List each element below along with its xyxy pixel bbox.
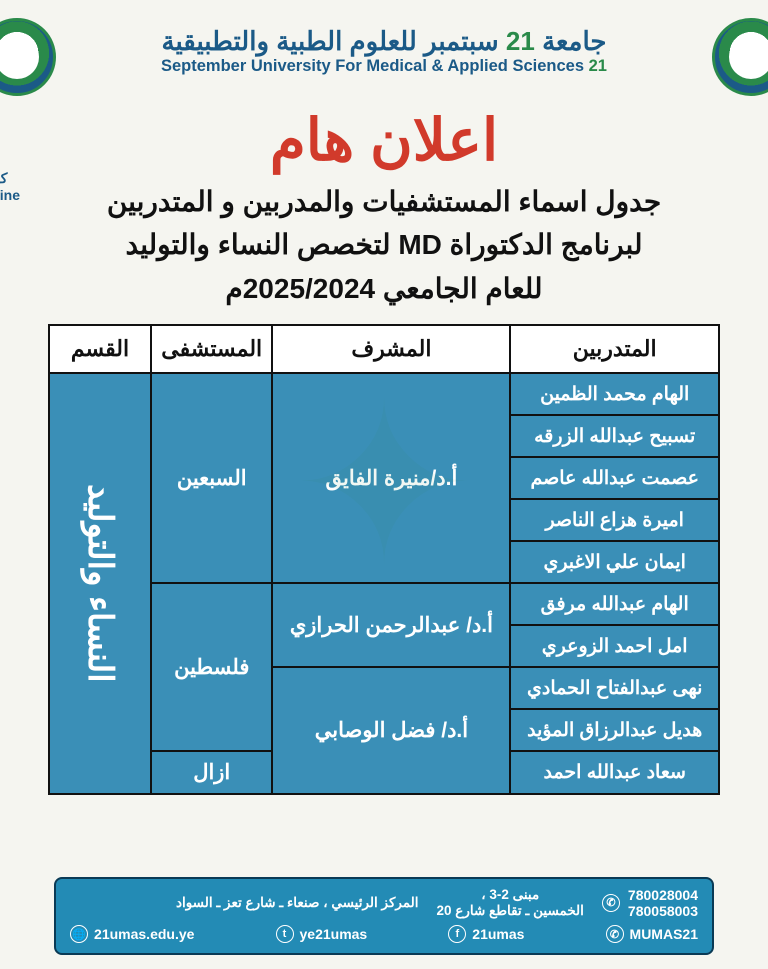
header: جامعة 21 سبتمبر للعلوم الطبية والتطبيقية… bbox=[18, 18, 750, 96]
phone-icon: ✆ bbox=[602, 894, 620, 912]
phone-2: 780058003 bbox=[628, 903, 698, 919]
university-logo-icon bbox=[712, 18, 768, 96]
footer-building: مبنى 2-3 ، الخمسين ـ تقاطع شارع 20 bbox=[437, 887, 584, 919]
footer-address: المركز الرئيسي ، صنعاء ـ شارع تعز ـ السو… bbox=[70, 895, 419, 911]
uni-en-accent: 21 bbox=[584, 57, 607, 75]
col-trainees: المتدربين bbox=[510, 325, 719, 373]
trainee-cell: امل احمد الزوعري bbox=[510, 625, 719, 667]
twitter: ye21umas bbox=[300, 926, 368, 942]
trainee-cell: اميرة هزاع الناصر bbox=[510, 499, 719, 541]
department-cell: النساء والتوليد bbox=[49, 373, 151, 794]
university-logo-icon bbox=[0, 18, 56, 96]
trainee-cell: الهام محمد الظمين bbox=[510, 373, 719, 415]
trainee-cell: ايمان علي الاغبري bbox=[510, 541, 719, 583]
trainee-cell: تسبيح عبدالله الزرقه bbox=[510, 415, 719, 457]
facebook-icon: f bbox=[448, 925, 466, 943]
footer: المركز الرئيسي ، صنعاء ـ شارع تعز ـ السو… bbox=[54, 877, 714, 955]
footer-phones: ✆ 780028004 780058003 bbox=[602, 887, 698, 919]
website: 21umas.edu.ye bbox=[94, 926, 194, 942]
hospital-cell: السبعين bbox=[151, 373, 272, 583]
whatsapp-icon: ✆ bbox=[606, 925, 624, 943]
supervisor-cell: أ.د/منيرة الفايق bbox=[272, 373, 510, 583]
supervisor-cell: أ.د/ عبدالرحمن الحرازي bbox=[272, 583, 510, 667]
trainee-cell: هديل عبدالرزاق المؤيد bbox=[510, 709, 719, 751]
hospital-cell: فلسطين bbox=[151, 583, 272, 751]
schedule-table: المتدربين المشرف المستشفى القسم الهام مح… bbox=[48, 324, 720, 795]
twitter-icon: t bbox=[276, 925, 294, 943]
whatsapp: MUMAS21 bbox=[630, 926, 698, 942]
col-hospital: المستشفى bbox=[151, 325, 272, 373]
globe-icon: 🌐 bbox=[70, 925, 88, 943]
university-name-en: 21 September University For Medical & Ap… bbox=[68, 57, 700, 76]
col-supervisor: المشرف bbox=[272, 325, 510, 373]
facebook: 21umas bbox=[472, 926, 524, 942]
hospital-cell: ازال bbox=[151, 751, 272, 794]
uni-en-post: September University For Medical & Appli… bbox=[161, 57, 584, 75]
col-department: القسم bbox=[49, 325, 151, 373]
side-cropped-label: كلـ cine bbox=[0, 170, 20, 204]
trainee-cell: سعاد عبدالله احمد bbox=[510, 751, 719, 794]
schedule-table-wrap: المتدربين المشرف المستشفى القسم الهام مح… bbox=[48, 324, 720, 795]
phone-1: 780028004 bbox=[628, 887, 698, 903]
trainee-cell: عصمت عبدالله عاصم bbox=[510, 457, 719, 499]
university-name-ar: جامعة 21 سبتمبر للعلوم الطبية والتطبيقية bbox=[68, 26, 700, 57]
uni-ar-pre: جامعة bbox=[535, 26, 607, 56]
trainee-cell: الهام عبدالله مرفق bbox=[510, 583, 719, 625]
trainee-cell: نهى عبدالفتاح الحمادي bbox=[510, 667, 719, 709]
supervisor-cell: أ.د/ فضل الوصابي bbox=[272, 667, 510, 794]
uni-ar-post: سبتمبر للعلوم الطبية والتطبيقية bbox=[162, 26, 506, 56]
table-body: الهام محمد الظمينأ.د/منيرة الفايقالسبعين… bbox=[49, 373, 719, 794]
announcement-title: اعلان هام bbox=[18, 106, 750, 174]
uni-ar-accent: 21 bbox=[506, 26, 535, 56]
footer-socials: 🌐 21umas.edu.ye t ye21umas f 21umas ✆ MUMAS2… bbox=[70, 925, 698, 943]
announcement-subtitle: جدول اسماء المستشفيات والمدربين و المتدر… bbox=[18, 180, 750, 310]
